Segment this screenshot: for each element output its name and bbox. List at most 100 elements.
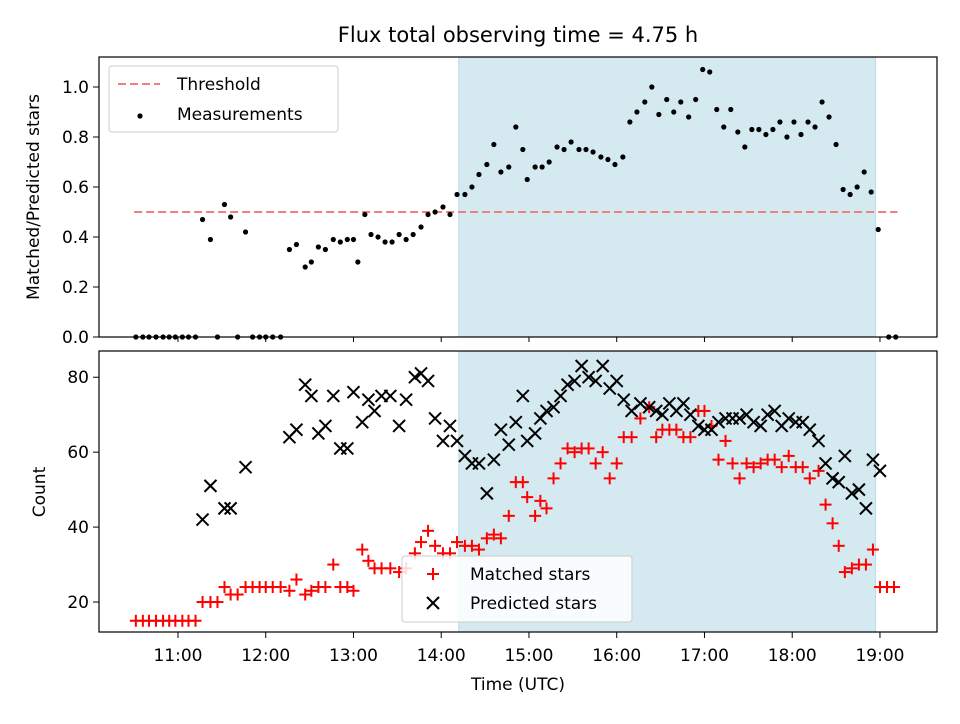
predicted-star-point: [746, 415, 761, 429]
count-y-tick-label: 60: [67, 443, 89, 463]
predicted-star-point: [298, 378, 312, 392]
predicted-star-point: [304, 389, 319, 403]
ratio-y-tick-label: 1.0: [62, 78, 89, 98]
ratio-panel-frame: [98, 56, 938, 338]
matched-star-point: [319, 581, 332, 594]
predicted-star-point: [649, 404, 663, 418]
measurement-point: [396, 231, 402, 238]
measurement-point: [462, 191, 468, 198]
matched-star-point: [634, 412, 647, 425]
predicted-star-point: [866, 452, 880, 467]
measurement-point: [199, 216, 206, 223]
predicted-star-point: [811, 434, 826, 448]
measurement-point: [700, 66, 706, 73]
predicted-star-point: [838, 449, 852, 463]
matched-star-point: [384, 562, 397, 575]
predicted-star-point: [767, 404, 782, 418]
matched-star-point: [480, 532, 493, 545]
predicted-star-point: [487, 452, 501, 467]
measurement-point: [735, 129, 741, 135]
matched-star-point: [625, 431, 638, 444]
matched-star-point: [422, 524, 435, 537]
matched-star-point: [534, 494, 547, 507]
measurement-point: [418, 224, 424, 230]
measurement-point: [362, 211, 368, 218]
measurement-point: [498, 169, 504, 175]
predicted-star-point: [217, 501, 232, 516]
matched-legend-label: Matched stars: [470, 565, 590, 585]
matched-star-point: [712, 453, 725, 466]
matched-star-point: [812, 464, 825, 477]
predicted-star-point: [588, 374, 603, 388]
measurement-point: [649, 84, 655, 90]
predicted-star-point: [553, 389, 568, 403]
predicted-star-point: [392, 419, 406, 433]
predicted-star-point: [528, 426, 542, 441]
measurement-point: [728, 106, 734, 113]
measurement-point: [355, 259, 361, 265]
x-tick-label: 18:00: [768, 646, 817, 666]
predicted-star-point: [574, 359, 589, 373]
ratio-panel: 0.0 0.2 0.4 0.6 0.8 1.0 Flux total observing …: [24, 23, 938, 348]
predicted-star-point: [428, 411, 442, 426]
matched-star-point: [516, 476, 529, 489]
ratio-panel-marks: [133, 56, 899, 340]
matched-star-point: [472, 543, 485, 556]
matched-star-point: [596, 446, 609, 459]
measurement-point: [506, 164, 512, 170]
predicted-star-point: [859, 501, 873, 516]
count-legend: Matched stars Predicted stars: [401, 555, 633, 623]
predicted-star-point: [408, 370, 422, 384]
measurement-point: [350, 236, 357, 243]
measurement-point: [432, 209, 438, 215]
measurement-point: [875, 226, 881, 233]
x-tick-label: 11:00: [153, 646, 202, 666]
measurement-point: [749, 126, 755, 133]
predicted-star-point: [289, 422, 304, 437]
predicted-star-point: [560, 378, 575, 392]
count-y-axis-label: Count: [30, 466, 50, 517]
matched-star-point: [866, 543, 879, 556]
measurement-point: [410, 231, 416, 238]
matched-star-point: [347, 584, 360, 597]
measurement-point: [620, 154, 626, 160]
predicted-star-point: [399, 392, 413, 407]
matched-star-point: [782, 449, 795, 462]
measurement-point: [207, 236, 214, 243]
measurement-point: [513, 124, 519, 130]
measurement-point: [756, 126, 762, 133]
measurement-point: [634, 109, 640, 115]
measurement-point: [242, 229, 249, 235]
predicted-star-point: [516, 389, 530, 403]
measurement-point: [627, 119, 633, 125]
predicted-star-point: [832, 475, 846, 489]
measurement-point: [440, 204, 446, 210]
measurement-point: [742, 144, 748, 150]
matched-star-point: [561, 442, 574, 455]
ratio-y-tick-label: 0.0: [62, 328, 89, 348]
matched-star-point: [670, 423, 683, 436]
threshold-legend-label: Threshold: [176, 75, 261, 95]
matched-legend-swatch: [427, 568, 439, 580]
matched-star-point: [211, 596, 224, 609]
matched-star-point: [290, 573, 303, 586]
predicted-star-point: [539, 404, 554, 418]
predicted-star-point: [845, 486, 859, 501]
x-tick-label: 15:00: [504, 646, 553, 666]
matched-star-point: [231, 588, 244, 601]
x-tick-label: 14:00: [417, 646, 466, 666]
predicted-star-point: [581, 370, 596, 384]
predicted-star-point: [443, 419, 457, 433]
ratio-panel-ticks: 0.0 0.2 0.4 0.6 0.8 1.0: [62, 78, 881, 348]
matched-star-point: [341, 581, 354, 594]
predicted-star-point: [502, 437, 516, 452]
predicted-star-point: [676, 396, 691, 411]
x-tick-label: 13:00: [329, 646, 378, 666]
matched-star-point: [819, 498, 832, 511]
matched-star-point: [283, 584, 296, 597]
measurements-legend-swatch: [137, 113, 143, 119]
matched-star-point: [274, 581, 287, 594]
measurement-point: [605, 156, 611, 163]
count-legend-box: [401, 555, 633, 623]
